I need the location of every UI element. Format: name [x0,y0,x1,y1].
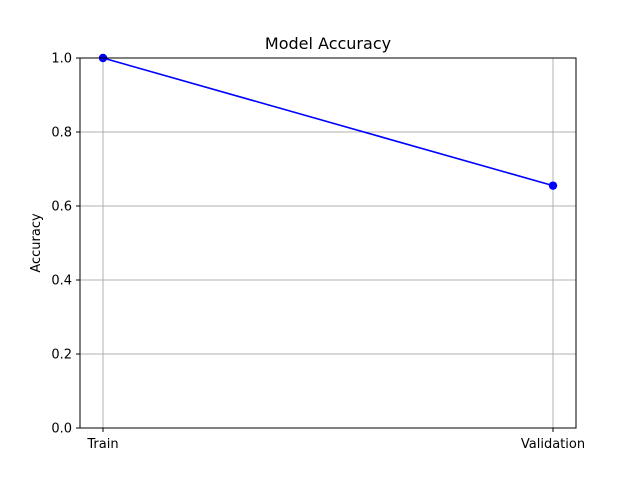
y-tick-label: 1.0 [51,52,72,67]
series-line [102,57,554,187]
tick-layer: 0.0 0.2 0.4 0.6 0.8 1.0 Train Validation [51,52,585,453]
y-tick-label: 0.6 [51,200,72,215]
x-tick-label: Train [86,437,118,452]
y-axis-label: Accuracy [29,213,44,273]
plot-area-frame [79,57,577,429]
y-tick-label: 0.4 [51,274,72,289]
y-tick-label: 0.0 [51,422,72,437]
y-tick-label: 0.2 [51,348,72,363]
x-tick-label: Validation [521,437,585,452]
data-point-validation [548,181,558,190]
series-layer [98,53,558,190]
grid-layer [80,57,576,429]
chart-title: Model Accuracy [265,34,391,53]
y-tick-label: 0.8 [51,126,72,141]
